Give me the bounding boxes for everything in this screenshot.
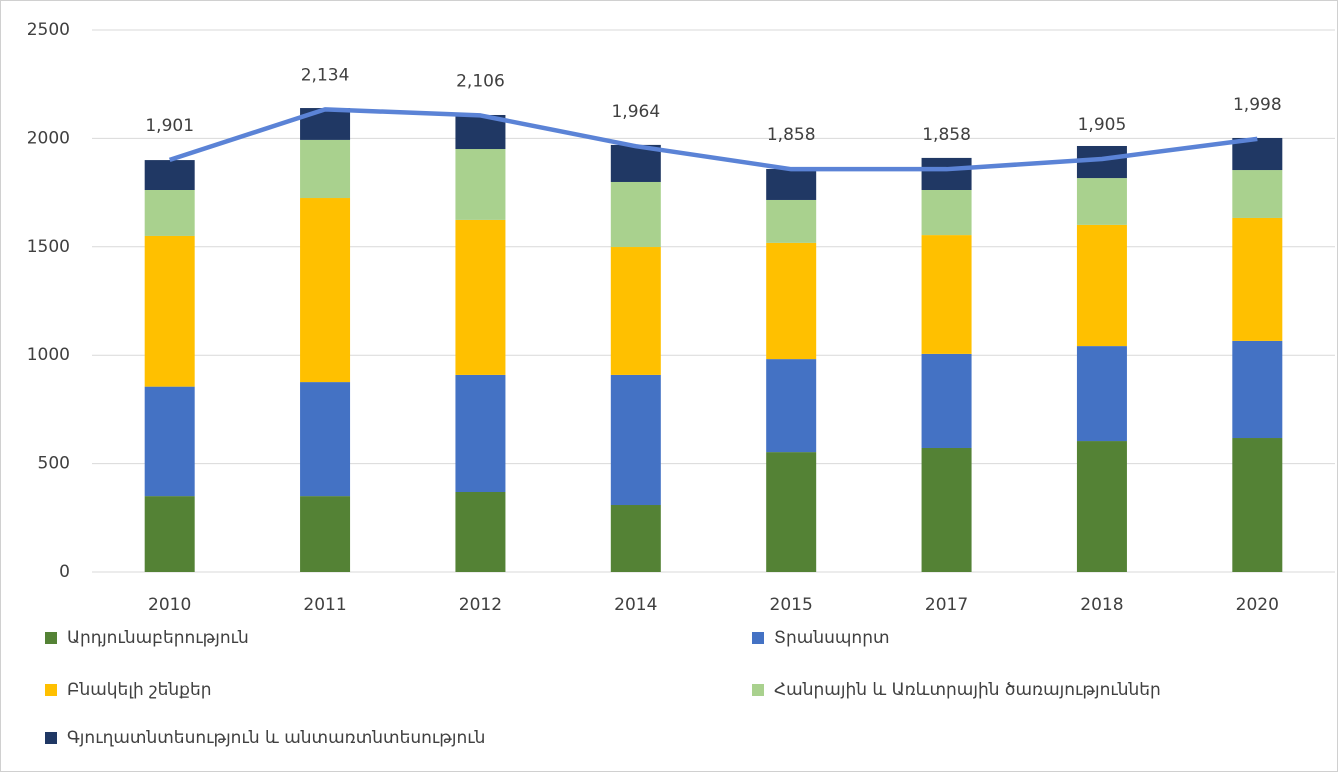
- bar-segment: [144, 189, 195, 236]
- data-label: 1,858: [767, 125, 816, 145]
- y-tick-label: 0: [59, 562, 70, 582]
- bar-segment: [1076, 224, 1127, 347]
- x-tick-label: 2014: [614, 595, 657, 615]
- bar-segment: [1232, 170, 1283, 218]
- data-label: 1,901: [145, 116, 194, 136]
- data-label: 2,134: [301, 65, 350, 85]
- x-tick-label: 2020: [1236, 595, 1279, 615]
- legend-label: Գյուղատնտեսություն և անտառտնտեսություն: [67, 728, 485, 748]
- y-tick-label: 2000: [27, 128, 70, 148]
- bar-segment: [921, 235, 972, 354]
- bar-segment: [300, 198, 351, 383]
- bar-segment: [1076, 178, 1127, 225]
- bar-segment: [610, 505, 661, 572]
- bar-segment: [766, 359, 817, 453]
- y-tick-label: 1500: [27, 237, 70, 257]
- bar-segment: [455, 492, 506, 572]
- bar-segment: [144, 386, 195, 497]
- bar-segment: [766, 199, 817, 243]
- legend-swatch: [45, 732, 57, 744]
- x-tick-label: 2017: [925, 595, 968, 615]
- y-tick-label: 1000: [27, 345, 70, 365]
- line: [168, 107, 1258, 172]
- bar-segment: [1076, 441, 1127, 572]
- legend-label: Տրանսպորտ: [774, 628, 890, 648]
- legend-swatch: [45, 684, 57, 696]
- data-label: 1,905: [1078, 115, 1127, 135]
- bar-segment: [144, 496, 195, 572]
- x-tick-label: 2010: [148, 595, 191, 615]
- legend-swatch: [752, 632, 764, 644]
- bar-segment: [610, 144, 661, 182]
- bar-segment: [610, 181, 661, 248]
- bar-segment: [766, 242, 817, 360]
- bar-segment: [921, 353, 972, 448]
- x-tick-label: 2012: [459, 595, 502, 615]
- y-tick-label: 2500: [27, 20, 70, 40]
- bar-segment: [455, 219, 506, 375]
- bar-segment: [1232, 340, 1283, 439]
- legend-label: Արդյունաբերություն: [67, 628, 249, 648]
- bar-segment: [1232, 217, 1283, 341]
- x-tick-label: 2011: [303, 595, 346, 615]
- legend-label: Հանրային և Առևտրային ծառայություններ: [774, 680, 1161, 700]
- legend-swatch: [45, 632, 57, 644]
- bar-segment: [766, 452, 817, 572]
- bar-segment: [766, 168, 817, 200]
- bar-segment: [921, 189, 972, 236]
- bar-segment: [144, 160, 195, 190]
- bar-segment: [610, 247, 661, 375]
- bar-segment: [144, 235, 195, 387]
- data-label: 2,106: [456, 71, 505, 91]
- legend-label: Բնակելի շենքեր: [67, 680, 212, 700]
- x-tick-label: 2018: [1080, 595, 1123, 615]
- bar-segment: [1076, 346, 1127, 442]
- bar-segment: [921, 157, 972, 190]
- bar-segment: [921, 447, 972, 572]
- legend-swatch: [752, 684, 764, 696]
- bar-segment: [300, 382, 351, 497]
- data-label: 1,964: [611, 102, 660, 122]
- y-tick-label: 500: [38, 454, 70, 474]
- bar-segment: [1232, 438, 1283, 572]
- bar-segment: [455, 374, 506, 493]
- data-label: 1,858: [922, 125, 971, 145]
- x-tick-label: 2015: [770, 595, 813, 615]
- bar-segment: [1232, 137, 1283, 171]
- bar-segment: [300, 496, 351, 572]
- data-label: 1,998: [1233, 95, 1282, 115]
- bar-segment: [300, 139, 351, 199]
- bar-segment: [455, 149, 506, 220]
- bar-segment: [610, 374, 661, 506]
